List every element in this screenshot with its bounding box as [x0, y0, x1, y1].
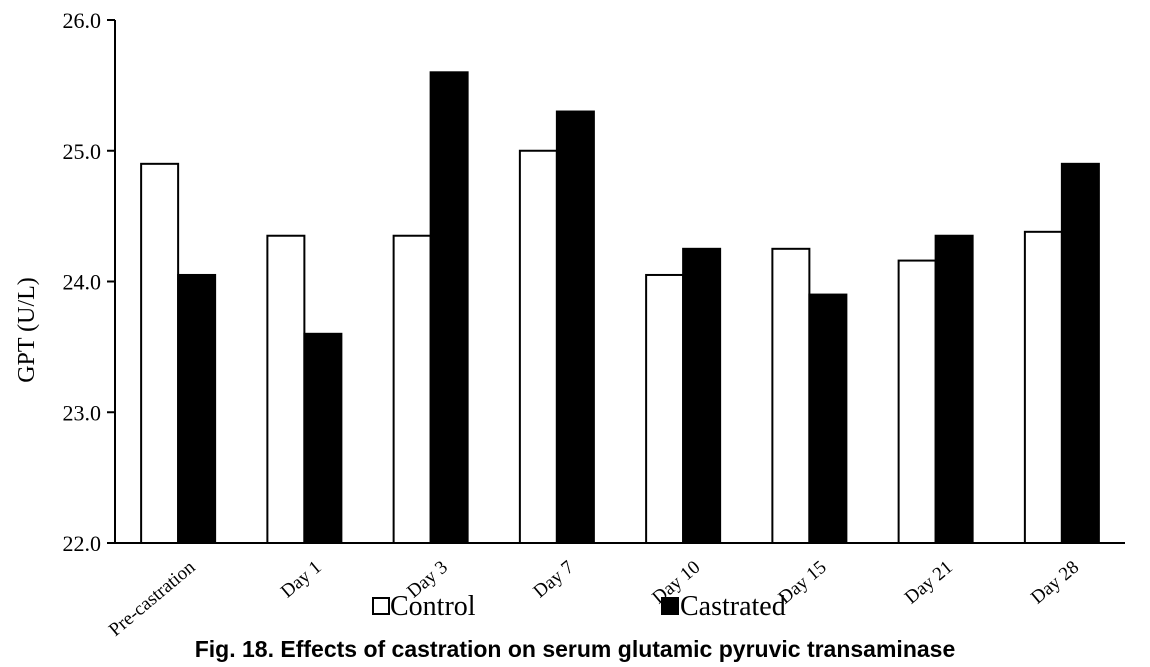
- bar-castrated-day-21: [934, 234, 974, 545]
- bar-castrated-day-15: [808, 293, 848, 545]
- y-axis: 22.0 23.0 24.0 25.0 26.0: [63, 8, 116, 556]
- y-tick-label: 23.0: [63, 400, 102, 425]
- bar-control-pre-castration: [140, 162, 180, 544]
- y-axis-title: GPT (U/L): [14, 277, 40, 383]
- y-tick-label: 22.0: [63, 531, 102, 556]
- bar-control-day-3: [392, 234, 432, 545]
- bar-castrated-day-1: [303, 332, 343, 544]
- y-tick-label: 24.0: [63, 270, 102, 295]
- bar-castrated-day-3: [429, 71, 469, 545]
- legend-label-control: Control: [390, 591, 476, 622]
- bar-chart: 22.0 23.0 24.0 25.0 26.0 Pre-castration Day 1…: [14, 8, 1125, 640]
- bar-castrated-day-28: [1060, 162, 1100, 544]
- bar-castrated-day-10: [682, 247, 722, 544]
- legend: Control Castrated: [372, 591, 786, 622]
- y-tick-label: 25.0: [63, 139, 102, 164]
- y-tick-label: 26.0: [63, 8, 102, 33]
- bar-control-day-15: [771, 247, 811, 544]
- legend-swatch-castrated: [661, 597, 679, 615]
- bar-control-day-7: [518, 149, 558, 544]
- bars: [140, 71, 1100, 545]
- bar-control-day-1: [266, 234, 306, 545]
- x-tick-label: Pre-castration: [105, 556, 200, 640]
- bar-control-day-21: [897, 259, 937, 544]
- x-tick-label: Day 7: [529, 557, 578, 603]
- bar-control-day-28: [1023, 230, 1063, 544]
- figure-caption: Fig. 18. Effects of castration on serum …: [194, 636, 956, 662]
- x-tick-label: Day 1: [277, 557, 326, 603]
- x-tick-label: Day 21: [901, 557, 957, 609]
- bar-castrated-day-7: [555, 110, 595, 545]
- legend-swatch-control: [372, 597, 390, 615]
- x-tick-labels: Pre-castration Day 1 Day 3 Day 7 Day 10 Day 1…: [105, 556, 1083, 640]
- legend-label-castrated: Castrated: [680, 591, 786, 622]
- bar-castrated-pre-castration: [177, 273, 217, 544]
- bar-control-day-10: [645, 273, 685, 544]
- x-tick-label: Day 28: [1027, 557, 1083, 609]
